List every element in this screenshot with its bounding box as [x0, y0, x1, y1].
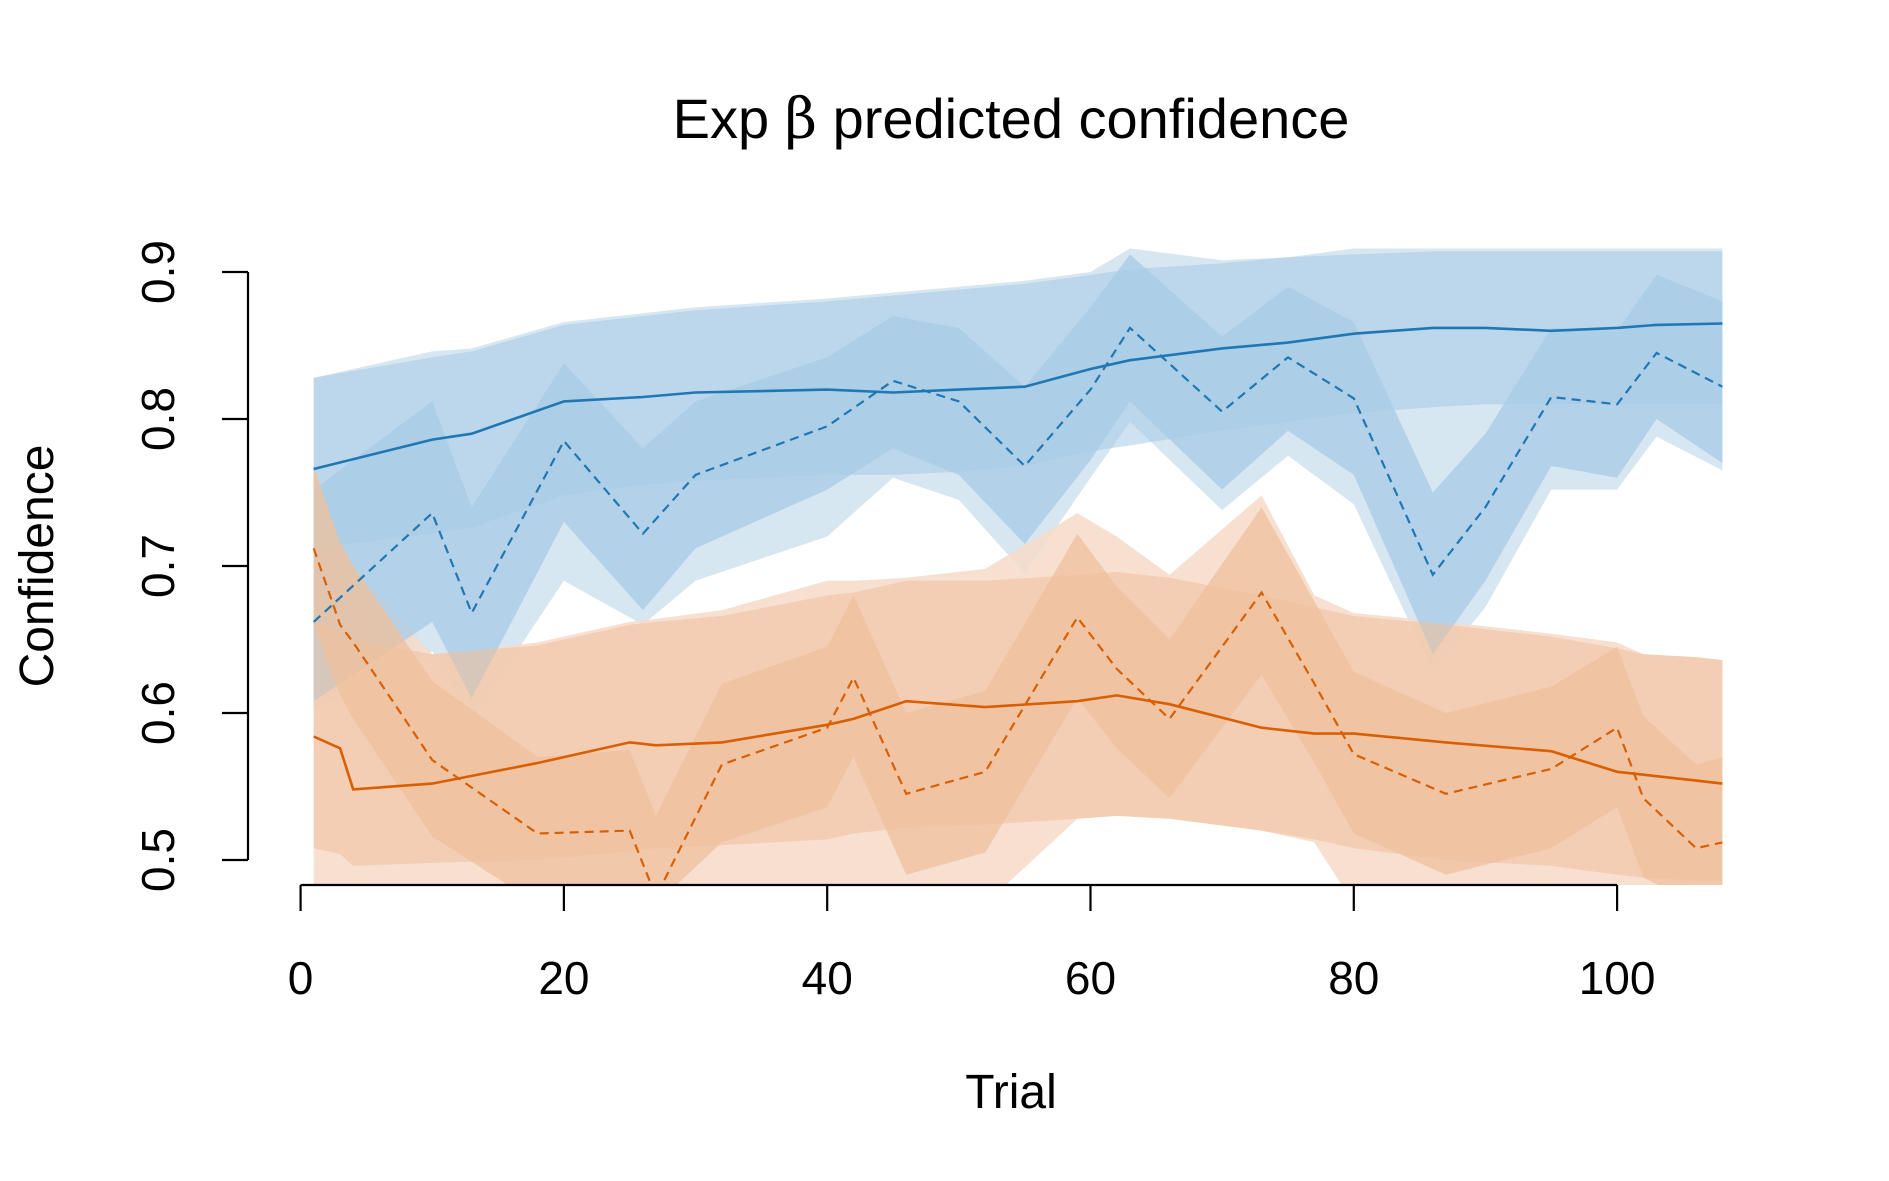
chart-title-prefix: Exp — [673, 87, 785, 150]
y-tick-label: 0.7 — [132, 534, 184, 598]
x-tick-label: 100 — [1579, 952, 1656, 1004]
plot-area — [312, 248, 1723, 885]
chart-title-beta: β — [785, 87, 817, 152]
y-tick-label: 0.8 — [132, 387, 184, 451]
series-blue-model-line — [313, 322, 1723, 471]
y-axis-label: Confidence — [11, 445, 64, 688]
x-tick-label: 80 — [1328, 952, 1379, 1004]
x-axis-label: Trial — [965, 1066, 1057, 1119]
series-orange-model-line — [313, 694, 1723, 791]
axes: 0.5 0.6 0.7 0.8 0.9 0 20 40 60 80 100 — [132, 240, 1655, 1004]
y-tick-label: 0.6 — [132, 681, 184, 745]
y-tick-label: 0.9 — [132, 240, 184, 304]
chart-title-suffix: predicted confidence — [817, 87, 1349, 150]
series-orange-observed-line — [312, 548, 1723, 885]
series-orange-observed-band — [313, 466, 1723, 885]
series-blue-observed-band — [313, 254, 1723, 702]
x-tick-label: 0 — [288, 952, 314, 1004]
chart-title: Exp β predicted confidence — [673, 87, 1350, 152]
x-tick-label: 40 — [802, 952, 853, 1004]
y-tick-label: 0.5 — [132, 828, 184, 892]
x-tick-label: 20 — [538, 952, 589, 1004]
x-tick-label: 60 — [1065, 952, 1116, 1004]
series-blue-observed-line — [312, 326, 1723, 623]
